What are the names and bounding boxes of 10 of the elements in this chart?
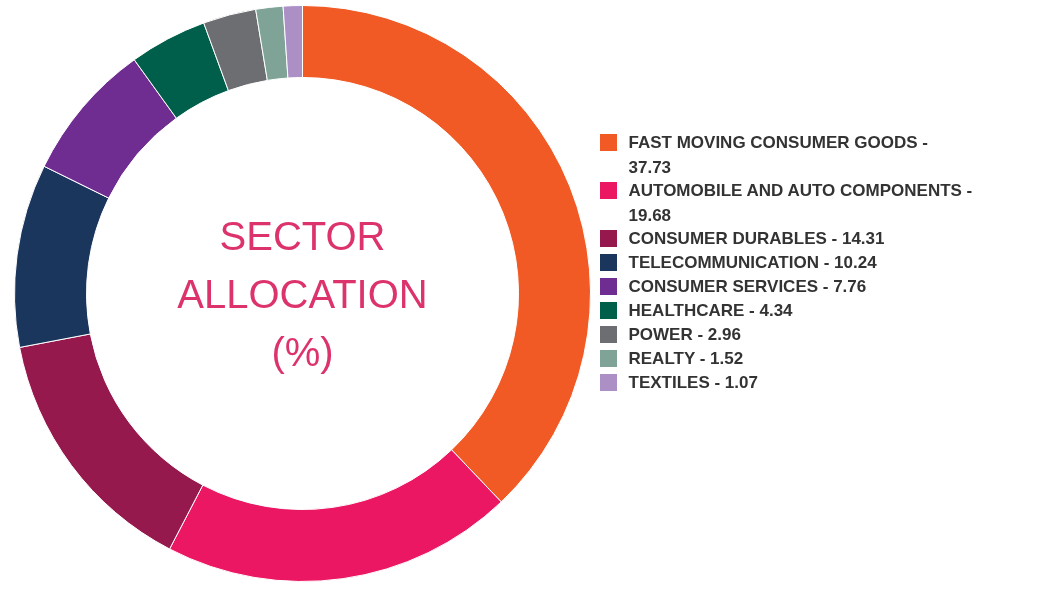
legend-label: POWER - 2.96 — [628, 325, 741, 344]
text: SECTOR ALLOCATION (%) — [177, 213, 428, 374]
legend-label: AUTOMOBILE AND AUTO COMPONENTS - 19.68 — [628, 181, 973, 225]
legend-label: HEALTHCARE - 4.34 — [628, 301, 794, 320]
legend-label: CONSUMER DURABLES - 14.31 — [628, 229, 885, 248]
legend-label: FAST MOVING CONSUMER GOODS - 37.73 — [628, 133, 928, 177]
legend-label: TEXTILES - 1.07 — [628, 373, 758, 392]
legend-label: REALTY - 1.52 — [628, 349, 744, 368]
legend-label: TELECOMMUNICATION - 10.24 — [628, 253, 878, 272]
legend-label: CONSUMER SERVICES - 7.76 — [628, 277, 867, 296]
